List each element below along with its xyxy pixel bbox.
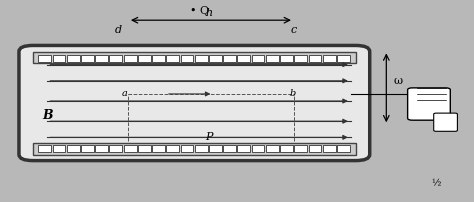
Bar <box>323 145 336 152</box>
Bar <box>181 55 193 62</box>
Bar <box>33 52 356 63</box>
Bar <box>280 145 293 152</box>
Bar <box>252 145 264 152</box>
Text: d: d <box>115 25 122 35</box>
Bar <box>67 55 80 62</box>
FancyBboxPatch shape <box>434 113 457 131</box>
Bar <box>152 55 165 62</box>
Bar <box>309 145 321 152</box>
Bar <box>166 145 179 152</box>
Bar <box>294 145 307 152</box>
Bar <box>223 145 236 152</box>
Bar <box>38 145 51 152</box>
Bar <box>124 145 137 152</box>
FancyBboxPatch shape <box>408 88 450 120</box>
Text: a: a <box>122 89 128 98</box>
Text: B: B <box>42 109 53 122</box>
Text: h: h <box>205 8 212 18</box>
Bar <box>166 55 179 62</box>
Bar <box>152 145 165 152</box>
Bar <box>181 145 193 152</box>
Bar <box>252 55 264 62</box>
Bar <box>109 145 122 152</box>
Bar <box>195 55 208 62</box>
Bar <box>237 55 250 62</box>
Bar <box>309 55 321 62</box>
Bar <box>280 55 293 62</box>
Bar <box>294 55 307 62</box>
FancyBboxPatch shape <box>19 45 370 161</box>
Bar <box>124 55 137 62</box>
Bar <box>138 145 151 152</box>
Bar <box>337 145 350 152</box>
Bar <box>95 145 108 152</box>
Text: • Q: • Q <box>190 6 209 16</box>
Bar <box>337 55 350 62</box>
Bar <box>209 55 222 62</box>
Bar <box>53 145 65 152</box>
Bar <box>209 145 222 152</box>
Text: c: c <box>291 25 297 35</box>
Text: b: b <box>289 89 295 98</box>
Bar <box>81 145 94 152</box>
Bar <box>38 55 51 62</box>
Bar <box>81 55 94 62</box>
Bar <box>266 145 279 152</box>
Bar <box>195 145 208 152</box>
Bar <box>53 55 65 62</box>
Bar <box>237 145 250 152</box>
Bar <box>67 145 80 152</box>
Bar <box>266 55 279 62</box>
Bar <box>138 55 151 62</box>
Bar <box>109 55 122 62</box>
Text: P: P <box>205 132 212 142</box>
Bar <box>95 55 108 62</box>
Bar <box>223 55 236 62</box>
Text: ω: ω <box>393 76 402 86</box>
Text: ½: ½ <box>431 179 441 188</box>
Bar <box>323 55 336 62</box>
Bar <box>33 143 356 155</box>
